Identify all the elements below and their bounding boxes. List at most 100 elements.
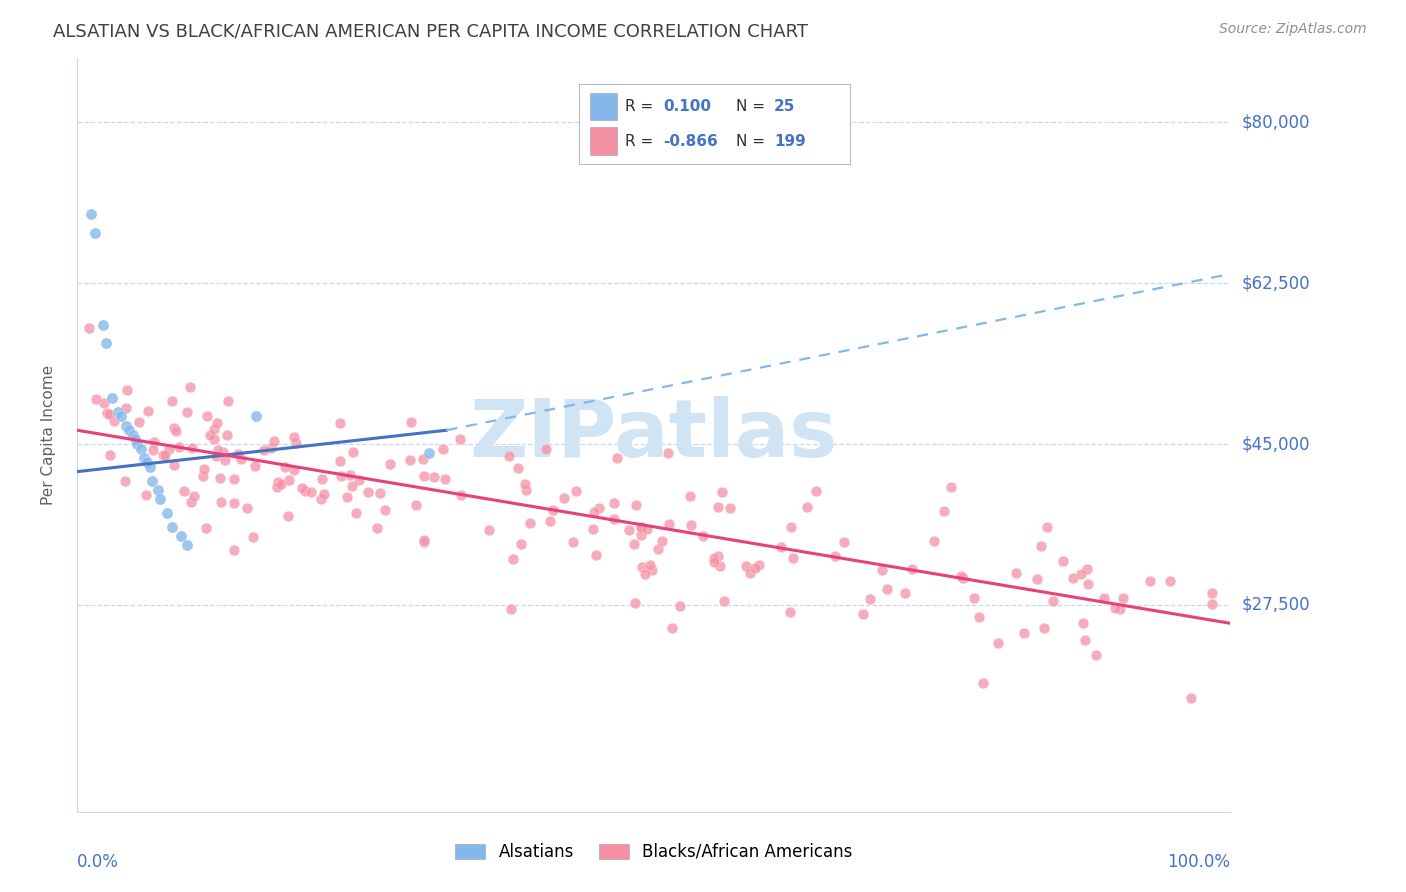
Point — [1076, 562, 1098, 576]
Point — [519, 516, 541, 530]
Point — [1108, 602, 1130, 616]
Point — [553, 491, 575, 505]
Point — [681, 518, 703, 533]
Point — [449, 432, 471, 446]
Point — [707, 500, 730, 515]
Point — [832, 534, 855, 549]
Legend: Alsatians, Blacks/African Americans: Alsatians, Blacks/African Americans — [449, 836, 859, 867]
Point — [229, 452, 252, 467]
Point — [329, 468, 352, 483]
Point — [205, 449, 228, 463]
Point — [606, 451, 628, 466]
Point — [212, 444, 235, 458]
Point — [156, 506, 179, 520]
Point — [157, 442, 180, 456]
Point — [1201, 597, 1223, 611]
Point — [77, 321, 100, 335]
Point — [870, 563, 893, 577]
Point — [208, 471, 231, 485]
Point — [679, 489, 702, 503]
Point — [135, 488, 157, 502]
Point — [202, 422, 225, 436]
Point — [101, 391, 124, 405]
Text: Source: ZipAtlas.com: Source: ZipAtlas.com — [1219, 22, 1367, 37]
Point — [922, 534, 945, 549]
Point — [309, 491, 332, 506]
Point — [972, 676, 994, 690]
Point — [80, 207, 103, 221]
Point — [582, 505, 605, 519]
Text: $62,500: $62,500 — [1241, 274, 1310, 293]
Point — [986, 636, 1008, 650]
Point — [859, 592, 882, 607]
Point — [344, 507, 367, 521]
Point — [1074, 632, 1097, 647]
Point — [950, 569, 973, 583]
Point — [1025, 572, 1047, 586]
Point — [651, 533, 673, 548]
Point — [1005, 566, 1028, 581]
Point — [176, 538, 198, 552]
Point — [603, 511, 626, 525]
Point — [135, 455, 157, 469]
Point — [342, 444, 364, 458]
Point — [340, 479, 363, 493]
Point — [290, 481, 312, 495]
Bar — [589, 93, 617, 120]
Point — [780, 520, 803, 534]
Point — [329, 454, 352, 468]
Point — [634, 566, 657, 581]
Point — [277, 509, 299, 524]
Point — [413, 468, 436, 483]
Text: 0.100: 0.100 — [662, 99, 711, 114]
Point — [191, 469, 214, 483]
Point — [139, 460, 162, 475]
Point — [1052, 554, 1074, 568]
Point — [630, 519, 652, 533]
Point — [623, 597, 645, 611]
Point — [311, 472, 333, 486]
Point — [260, 441, 283, 455]
Point — [167, 440, 190, 454]
Point — [129, 442, 152, 456]
Point — [498, 449, 520, 463]
Point — [97, 407, 120, 421]
Point — [718, 501, 741, 516]
Point — [450, 488, 472, 502]
Point — [83, 226, 105, 240]
Point — [508, 461, 530, 475]
Point — [478, 523, 501, 537]
Point — [242, 530, 264, 544]
Point — [1104, 601, 1126, 615]
Point — [339, 468, 361, 483]
Point — [536, 442, 558, 457]
Point — [782, 551, 804, 566]
Text: 100.0%: 100.0% — [1167, 853, 1230, 871]
Point — [876, 582, 898, 596]
Point — [1112, 591, 1135, 606]
Text: 0.0%: 0.0% — [77, 853, 120, 871]
Point — [585, 548, 607, 562]
Point — [631, 559, 654, 574]
Point — [703, 550, 725, 565]
Point — [349, 473, 371, 487]
Point — [796, 500, 818, 514]
Point — [1077, 577, 1099, 591]
Point — [562, 534, 585, 549]
Point — [499, 602, 522, 616]
Point — [299, 485, 322, 500]
Point — [707, 549, 730, 563]
Point — [368, 486, 391, 500]
Point — [541, 503, 564, 517]
Point — [283, 429, 305, 443]
Point — [434, 472, 457, 486]
Point — [202, 432, 225, 446]
Point — [124, 433, 146, 447]
Point — [804, 483, 827, 498]
Point — [110, 409, 132, 424]
Point — [641, 563, 664, 577]
Point — [852, 607, 875, 622]
Point — [967, 609, 990, 624]
Point — [658, 516, 681, 531]
Point — [180, 495, 202, 509]
